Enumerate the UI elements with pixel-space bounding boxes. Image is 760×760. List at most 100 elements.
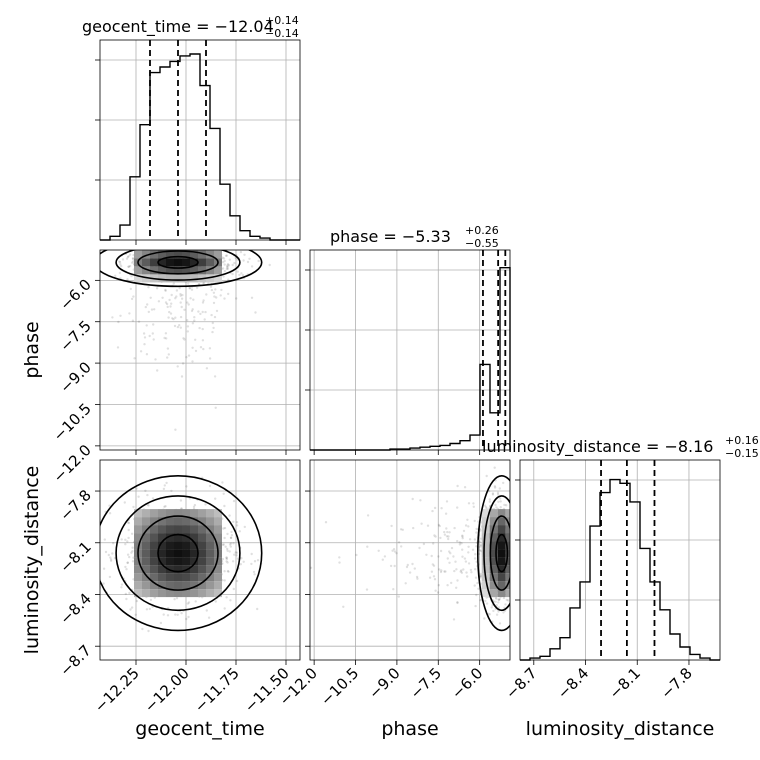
density-cell bbox=[174, 557, 182, 566]
xlabel-geocent-time: geocent_time bbox=[135, 718, 264, 740]
density-cell bbox=[142, 557, 150, 566]
scatter-point bbox=[223, 536, 226, 540]
density-cell bbox=[198, 565, 206, 574]
density-cell bbox=[190, 549, 198, 558]
scatter-point bbox=[438, 524, 441, 528]
density-cell bbox=[198, 533, 206, 542]
scatter-point bbox=[243, 253, 246, 256]
scatter-point bbox=[185, 485, 188, 488]
scatter-point bbox=[111, 316, 114, 319]
scatter-point bbox=[252, 570, 256, 574]
contour-level-3 bbox=[100, 475, 263, 632]
scatter-point bbox=[126, 278, 129, 281]
scatter-point bbox=[405, 565, 409, 569]
scatter-point bbox=[446, 584, 449, 587]
scatter-point bbox=[493, 485, 497, 488]
ytick-label-luminosity_distance-0: −7.8 bbox=[56, 486, 94, 524]
scatter-point bbox=[444, 570, 447, 573]
scatter-point bbox=[197, 310, 200, 313]
scatter-point bbox=[479, 549, 483, 553]
scatter-point bbox=[137, 495, 140, 498]
density-cell bbox=[134, 517, 142, 526]
scatter-point bbox=[224, 545, 227, 548]
density-cell bbox=[150, 517, 158, 526]
scatter-point bbox=[127, 521, 131, 525]
density-cell bbox=[182, 557, 190, 566]
scatter-point bbox=[203, 247, 205, 249]
scatter-point bbox=[159, 621, 163, 625]
scatter-point bbox=[179, 315, 183, 319]
scatter-point bbox=[239, 250, 243, 254]
density-cell bbox=[182, 533, 190, 542]
scatter-point bbox=[253, 560, 257, 563]
scatter-point bbox=[474, 568, 477, 571]
scatter-point bbox=[215, 309, 219, 313]
scatter-point bbox=[126, 561, 129, 564]
scatter-point bbox=[458, 543, 462, 546]
scatter-point bbox=[504, 603, 507, 606]
scatter-point bbox=[124, 538, 127, 541]
scatter-point bbox=[222, 257, 226, 260]
scatter-point bbox=[475, 531, 478, 534]
scatter-point bbox=[452, 555, 455, 558]
scatter-point bbox=[204, 503, 207, 506]
scatter-point bbox=[130, 606, 134, 609]
scatter-point bbox=[231, 263, 234, 267]
scatter-point bbox=[130, 297, 134, 301]
density-cell bbox=[206, 509, 214, 518]
scatter-point bbox=[235, 551, 239, 554]
density-cell bbox=[481, 517, 490, 526]
density-cell bbox=[134, 541, 142, 550]
density-cell bbox=[150, 549, 158, 558]
scatter-point bbox=[497, 598, 501, 602]
density-cell bbox=[206, 541, 214, 550]
scatter-point bbox=[469, 568, 473, 572]
scatter-point bbox=[181, 362, 185, 365]
scatter-point bbox=[146, 303, 149, 306]
scatter-point bbox=[473, 519, 476, 523]
scatter-point bbox=[149, 296, 152, 299]
density-cell bbox=[142, 509, 150, 518]
density-cell bbox=[174, 533, 182, 542]
scatter-point bbox=[207, 616, 211, 619]
scatter-point bbox=[399, 528, 403, 531]
scatter-point bbox=[171, 241, 173, 243]
density-cell bbox=[497, 541, 506, 550]
ytick-label-phase-1: −7.5 bbox=[56, 317, 94, 355]
scatter-point bbox=[187, 615, 190, 619]
density-cell bbox=[182, 250, 190, 259]
scatter-point bbox=[144, 489, 147, 492]
scatter-point bbox=[193, 316, 196, 319]
scatter-point bbox=[413, 567, 416, 570]
density-cell bbox=[142, 258, 150, 267]
scatter-point bbox=[456, 484, 459, 488]
density-cell bbox=[206, 565, 214, 574]
contour-level-0 bbox=[157, 255, 199, 269]
scatter-point bbox=[236, 557, 240, 560]
scatter-point bbox=[365, 588, 369, 591]
density-cell bbox=[514, 517, 522, 525]
density-cell bbox=[150, 258, 158, 267]
density-cell bbox=[489, 557, 498, 566]
density-cell bbox=[497, 589, 506, 598]
density-cell bbox=[190, 250, 198, 251]
density-cell bbox=[158, 250, 166, 259]
density-cell bbox=[505, 541, 510, 550]
density-cell bbox=[158, 517, 166, 526]
density-cell bbox=[142, 549, 150, 558]
scatter-point bbox=[473, 538, 477, 541]
scatter-point bbox=[238, 273, 241, 277]
density-cell bbox=[158, 565, 166, 574]
scatter-point bbox=[475, 545, 478, 548]
scatter-point bbox=[511, 556, 513, 558]
scatter-point bbox=[210, 288, 214, 292]
xtick-label-phase-3: −7.5 bbox=[407, 664, 445, 702]
scatter-point bbox=[174, 613, 177, 616]
scatter-point bbox=[128, 253, 132, 256]
density-cell bbox=[166, 573, 174, 582]
scatter-point bbox=[476, 581, 479, 585]
scatter-point bbox=[479, 572, 482, 576]
scatter-point bbox=[191, 346, 194, 349]
title-phase: phase = −5.33 +0.26 −0.55 bbox=[330, 224, 499, 250]
